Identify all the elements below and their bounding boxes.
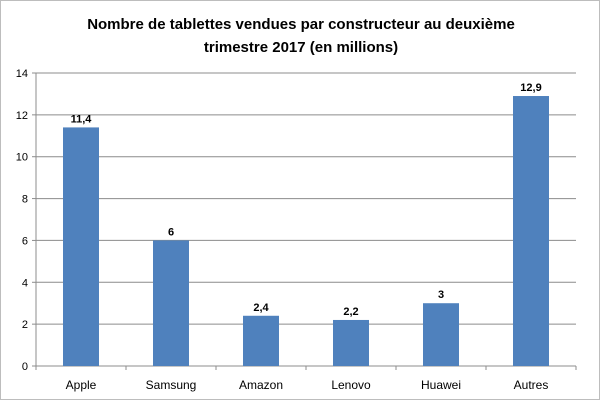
data-label-autres: 12,9 [520,82,541,94]
data-label-samsung: 6 [168,226,174,238]
x-tick-label-apple: Apple [66,378,97,392]
y-tick-label-4: 4 [22,277,28,289]
x-tick-label-lenovo: Lenovo [331,378,371,392]
chart-title: Nombre de tablettes vendues par construc… [1,13,600,59]
data-label-apple: 11,4 [71,113,93,125]
y-tick-label-8: 8 [22,194,28,206]
x-tick-label-samsung: Samsung [146,378,197,392]
x-tick-label-huawei: Huawei [421,378,461,392]
y-tick-label-12: 12 [16,110,28,122]
chart-title-line-1: Nombre de tablettes vendues par construc… [87,16,515,33]
y-tick-label-10: 10 [16,152,28,164]
x-tick-label-autres: Autres [514,378,549,392]
bar-autres [513,96,549,367]
bar-lenovo [333,319,369,366]
data-label-huawei: 3 [438,289,444,301]
y-tick-label-2: 2 [22,319,28,331]
y-tick-label-0: 0 [22,361,28,373]
bar-huawei [423,303,459,366]
x-tick-label-amazon: Amazon [239,378,283,392]
chart-title-line-2: trimestre 2017 (en millions) [203,39,399,56]
data-label-amazon: 2,4 [253,302,269,314]
y-tick-label-6: 6 [22,235,28,247]
data-label-lenovo: 2,2 [343,306,358,318]
bar-apple [63,127,99,367]
bar-samsung [153,240,189,366]
bar-amazon [243,315,279,366]
y-tick-label-14: 14 [16,68,28,80]
